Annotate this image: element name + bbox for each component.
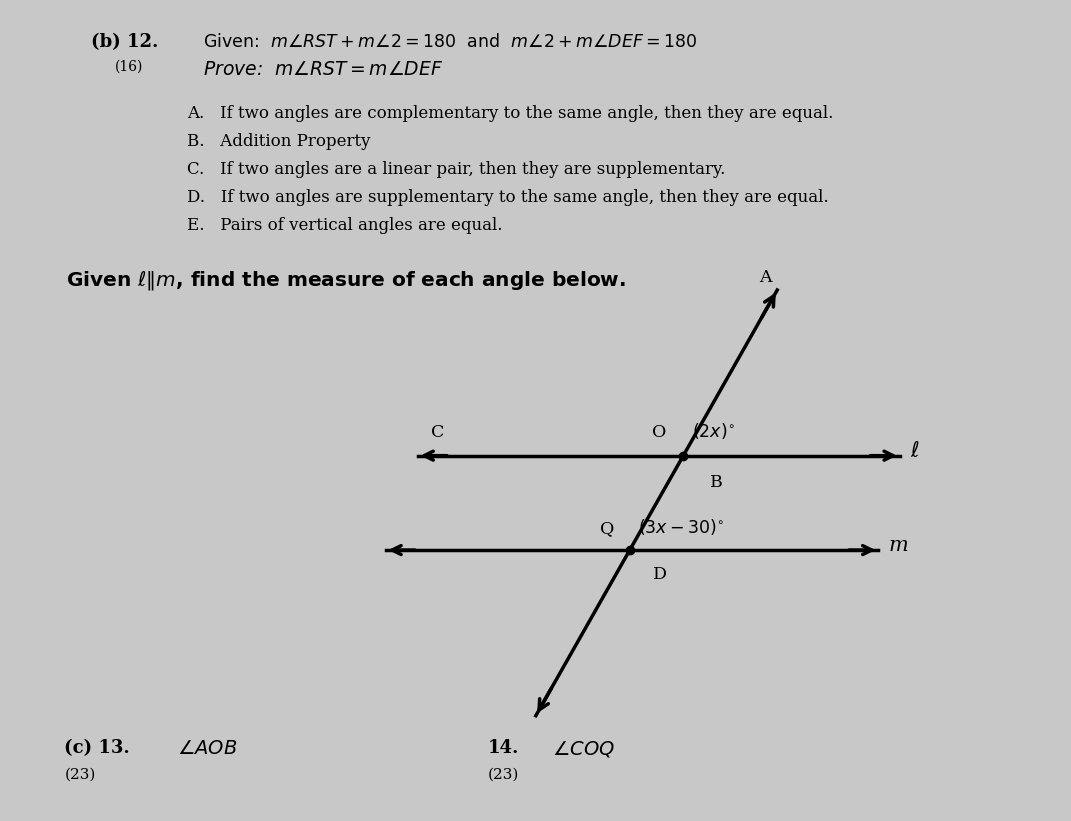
Text: D.   If two angles are supplementary to the same angle, then they are equal.: D. If two angles are supplementary to th… xyxy=(187,189,829,206)
Text: m: m xyxy=(889,535,908,555)
Text: $\angle COQ$: $\angle COQ$ xyxy=(552,739,615,759)
Text: A.   If two angles are complementary to the same angle, then they are equal.: A. If two angles are complementary to th… xyxy=(187,105,834,122)
Text: B.   Addition Property: B. Addition Property xyxy=(187,133,371,150)
Text: C: C xyxy=(432,424,444,441)
Text: $\angle AOB$: $\angle AOB$ xyxy=(177,739,237,758)
Text: (c) 13.: (c) 13. xyxy=(64,739,130,757)
Text: O: O xyxy=(652,424,666,441)
Text: (23): (23) xyxy=(487,768,518,782)
Text: C.   If two angles are a linear pair, then they are supplementary.: C. If two angles are a linear pair, then… xyxy=(187,161,726,178)
Text: (16): (16) xyxy=(115,60,142,74)
Text: B: B xyxy=(710,474,723,491)
Text: E.   Pairs of vertical angles are equal.: E. Pairs of vertical angles are equal. xyxy=(187,217,503,234)
Text: $(2x)^{\circ}$: $(2x)^{\circ}$ xyxy=(692,421,735,441)
Text: D: D xyxy=(653,566,667,584)
Text: Given $\ell \| m$, find the measure of each angle below.: Given $\ell \| m$, find the measure of e… xyxy=(66,269,627,292)
Text: Prove:  $m\angle RST = m\angle DEF$: Prove: $m\angle RST = m\angle DEF$ xyxy=(203,60,443,79)
Text: 14.: 14. xyxy=(487,739,518,757)
Text: $\ell$: $\ell$ xyxy=(910,441,920,461)
Text: (23): (23) xyxy=(64,768,95,782)
Text: (b) 12.: (b) 12. xyxy=(91,33,159,51)
Text: A: A xyxy=(759,269,772,286)
Text: $(3x - 30)^{\circ}$: $(3x - 30)^{\circ}$ xyxy=(638,517,724,537)
Text: Q: Q xyxy=(601,520,615,537)
Text: Given:  $m\angle RST + m\angle 2 = 180$  and  $m\angle 2 + m\angle DEF = 180$: Given: $m\angle RST + m\angle 2 = 180$ a… xyxy=(203,33,698,51)
